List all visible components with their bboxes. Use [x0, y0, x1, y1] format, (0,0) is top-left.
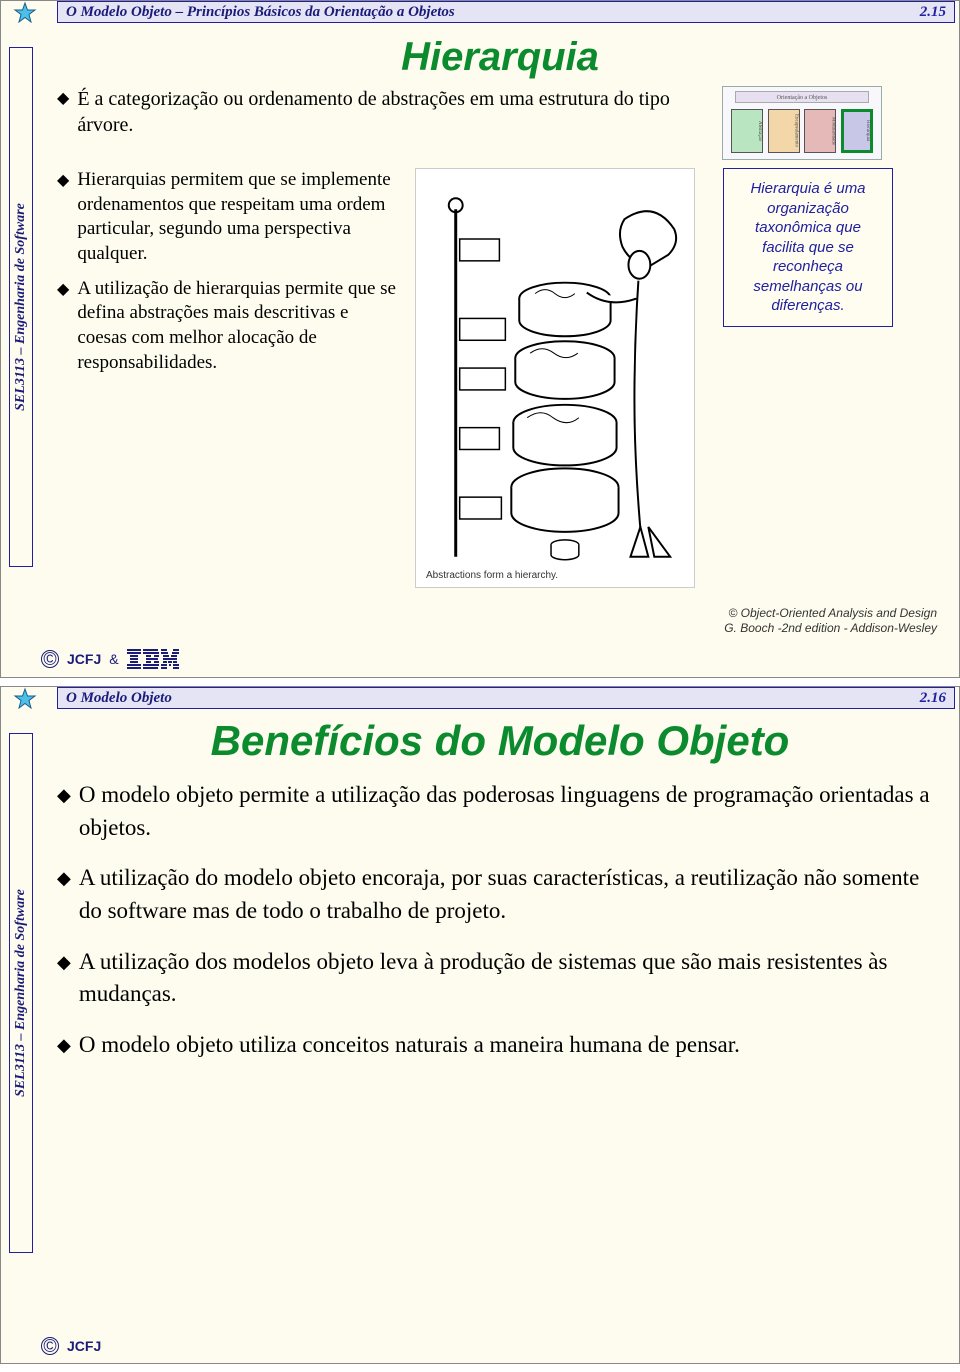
sidebar-label: SEL3113 – Engenharia de Software [13, 203, 29, 411]
bullet-item: ◆ A utilização do modelo objeto encoraja… [57, 862, 943, 927]
slide-footer: © JCFJ & [41, 649, 179, 669]
sidebar-label: SEL3113 – Engenharia de Software [13, 889, 29, 1097]
mini-card: Modularidade [804, 109, 836, 153]
bullet-text: O modelo objeto utiliza conceitos natura… [79, 1029, 740, 1062]
bullet-text: A utilização de hierarquias permite que … [77, 277, 397, 376]
bullet-text: É a categorização ou ordenamento de abst… [77, 86, 697, 138]
course-header-title: O Modelo Objeto – Princípios Básicos da … [66, 4, 455, 21]
hierarchy-drawing-icon [416, 169, 694, 587]
illustration-caption: Abstractions form a hierarchy. [426, 570, 558, 581]
right-column: Hierarquia é uma organização taxonômica … [713, 168, 903, 588]
slide-header-row: O Modelo Objeto 2.16 [1, 687, 959, 709]
bullet-icon: ◆ [57, 277, 69, 376]
slide-title: Hierarquia [57, 35, 943, 80]
course-header-title: O Modelo Objeto [66, 690, 172, 707]
bullet-item: ◆ O modelo objeto utiliza conceitos natu… [57, 1029, 943, 1062]
bullet-icon: ◆ [57, 1029, 71, 1062]
page-number: 2.16 [920, 690, 946, 707]
quote-box: Hierarquia é uma organização taxonômica … [723, 168, 893, 327]
copyright-icon: © [41, 1337, 59, 1355]
star-logo-icon [9, 1, 41, 23]
bullet-icon: ◆ [57, 86, 69, 138]
top-row: ◆ É a categorização ou ordenamento de ab… [57, 86, 943, 160]
illustration-figure: Abstractions form a hierarchy. [415, 168, 695, 588]
bullet-item: ◆ A utilização de hierarquias permite qu… [57, 277, 397, 376]
slide-header-row: O Modelo Objeto – Princípios Básicos da … [1, 1, 959, 23]
mini-diagram-header: Orientação a Objetos [735, 91, 869, 103]
citation: © Object-Oriented Analysis and Design G.… [724, 606, 937, 635]
bullet-item: ◆ Hierarquias permitem que se implemente… [57, 168, 397, 267]
course-header-bar: O Modelo Objeto – Princípios Básicos da … [57, 1, 955, 23]
ibm-logo-icon [127, 649, 179, 669]
bullet-text: Hierarquias permitem que se implemente o… [77, 168, 397, 267]
mini-card: Abstração [731, 109, 763, 153]
bullet-text: A utilização do modelo objeto encoraja, … [79, 862, 943, 927]
mini-diagram-cards: Abstração Encapsulamento Modularidade Hi… [731, 109, 873, 153]
bullet-text: O modelo objeto permite a utilização das… [79, 779, 943, 844]
left-column: ◆ Hierarquias permitem que se implemente… [57, 168, 397, 588]
citation-line-2: G. Booch -2nd edition - Addison-Wesley [724, 621, 937, 635]
slide-footer: © JCFJ [41, 1337, 101, 1355]
slide-2: O Modelo Objeto 2.16 SEL3113 – Engenhari… [0, 686, 960, 1364]
copyright-icon: © [41, 650, 59, 668]
sidebar-box: SEL3113 – Engenharia de Software [9, 733, 33, 1253]
bullet-item: ◆ O modelo objeto permite a utilização d… [57, 779, 943, 844]
bullet-item: ◆ É a categorização ou ordenamento de ab… [57, 86, 697, 138]
citation-line-1: © Object-Oriented Analysis and Design [724, 606, 937, 620]
slide-content: Hierarquia ◆ É a categorização ou ordena… [57, 31, 943, 637]
sidebar: SEL3113 – Engenharia de Software [9, 33, 39, 669]
mini-card: Hierarquia [841, 109, 873, 153]
bullet-icon: ◆ [57, 946, 71, 1011]
page-number: 2.15 [920, 4, 946, 21]
bullet-icon: ◆ [57, 168, 69, 267]
course-header-bar: O Modelo Objeto 2.16 [57, 687, 955, 709]
slide-1: O Modelo Objeto – Princípios Básicos da … [0, 0, 960, 678]
slide-title: Benefícios do Modelo Objeto [57, 717, 943, 765]
mini-card: Encapsulamento [768, 109, 800, 153]
bullet-icon: ◆ [57, 779, 71, 844]
sidebar-box: SEL3113 – Engenharia de Software [9, 47, 33, 567]
mini-diagram: Orientação a Objetos Abstração Encapsula… [722, 86, 882, 160]
bullet-icon: ◆ [57, 862, 71, 927]
footer-author: JCFJ [67, 651, 101, 667]
footer-author: JCFJ [67, 1338, 101, 1354]
bullet-text: A utilização dos modelos objeto leva à p… [79, 946, 943, 1011]
bullet-item: ◆ A utilização dos modelos objeto leva à… [57, 946, 943, 1011]
slide-content: Benefícios do Modelo Objeto ◆ O modelo o… [57, 717, 943, 1323]
sidebar: SEL3113 – Engenharia de Software [9, 719, 39, 1355]
footer-ampersand: & [109, 651, 118, 667]
star-logo-icon [9, 687, 41, 709]
content-columns: ◆ Hierarquias permitem que se implemente… [57, 168, 943, 588]
